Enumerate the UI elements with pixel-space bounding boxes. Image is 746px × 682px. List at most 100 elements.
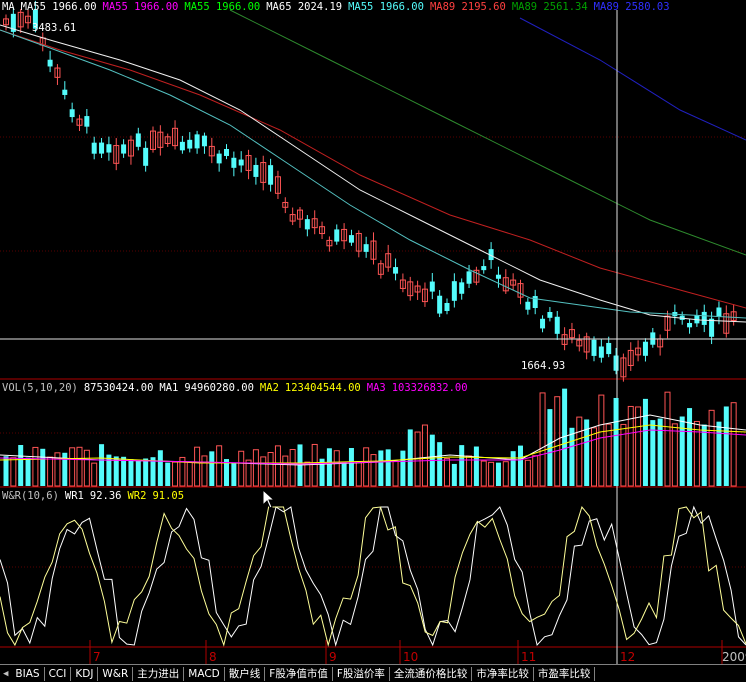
candle-down — [268, 165, 274, 185]
month-label: 12 — [620, 650, 636, 664]
volume-bar-down — [3, 456, 9, 486]
indicator-tab[interactable]: CCI — [45, 667, 72, 681]
tab-scroll-left-icon[interactable]: ◀ — [3, 669, 9, 679]
volume-bar-up — [576, 416, 583, 487]
volume-bar-down — [518, 445, 523, 486]
wr-legend-item: W&R(10,6) — [2, 490, 59, 502]
candle-down — [613, 355, 619, 371]
candle-up — [150, 130, 156, 150]
volume-bar-down — [687, 408, 693, 486]
candle-down — [187, 139, 193, 149]
volume-bar-up — [32, 446, 39, 487]
volume-bar-up — [554, 396, 561, 487]
volume-legend-item: 103326832.00 — [391, 382, 468, 394]
volume-bar-up — [260, 456, 267, 487]
candle-up — [311, 218, 318, 229]
candle-up — [502, 277, 509, 292]
candle-down — [393, 267, 399, 274]
candle-up — [414, 285, 421, 293]
indicator-tab[interactable]: 市净率比较 — [472, 667, 534, 681]
volume-bar-down — [326, 448, 332, 486]
candle-down — [179, 141, 185, 151]
volume-bar-up — [730, 402, 737, 487]
volume-bar-down — [437, 442, 443, 486]
indicator-tab[interactable]: KDJ — [71, 667, 99, 681]
volume-bar-down — [209, 451, 215, 486]
candle-up — [517, 283, 524, 298]
candle-up — [583, 336, 590, 353]
indicator-tab[interactable]: 全流通价格比较 — [390, 667, 473, 681]
candle-up — [76, 118, 83, 126]
candle-up — [297, 209, 303, 220]
candle-up — [289, 214, 296, 222]
candle-up — [723, 313, 730, 334]
volume-legend-item: 123404544.00 — [284, 382, 361, 394]
ma89-red-line — [0, 29, 746, 309]
candle-down — [429, 281, 435, 292]
candle-up — [113, 145, 120, 164]
candle-down — [106, 144, 112, 153]
volume-bar-down — [650, 420, 656, 486]
candle-down — [253, 164, 259, 177]
volume-bar-up — [76, 446, 83, 487]
candle-up — [730, 311, 737, 322]
price-ma-legend: MA MA55 1966.00 MA55 1966.00 MA55 1966.00 MA… — [2, 1, 676, 13]
month-label: 10 — [403, 650, 419, 664]
candle-down — [304, 219, 310, 230]
indicator-tab[interactable]: MACD — [184, 667, 225, 681]
wr-legend-item: 91.05 — [152, 490, 185, 502]
candle-up — [473, 269, 480, 283]
wr-legend-item: WR1 — [64, 490, 84, 502]
candle-down — [598, 346, 604, 358]
candle-down — [135, 133, 141, 147]
price-legend-item: MA89 2580.03 — [593, 1, 670, 13]
candle-down — [47, 59, 53, 67]
indicator-tab[interactable]: 散户线 — [225, 667, 266, 681]
candle-down — [99, 142, 105, 154]
volume-bar-down — [569, 427, 575, 486]
indicator-tab-bar: ◀ BIAS CCI KDJ W&R 主力进出 MACD 散户线 F股净值市值 F股溢价率 全流通… — [0, 664, 746, 682]
volume-bar-down — [150, 457, 156, 486]
month-label: 8 — [209, 650, 217, 664]
volume-bar-up — [532, 455, 539, 487]
price-legend-item: MA65 2024.19 — [266, 1, 343, 13]
candle-up — [561, 334, 568, 345]
candle-down — [437, 295, 443, 314]
candle-down — [591, 339, 597, 356]
wr-legend-item: 92.36 — [89, 490, 122, 502]
volume-bar-up — [333, 450, 340, 487]
vol-ma3-line — [0, 429, 746, 465]
price-legend-item: MA55 1966.00 — [102, 1, 179, 13]
volume-bar-up — [252, 449, 259, 487]
candle-up — [164, 136, 171, 144]
price-legend-item: MA55 1966.00 — [184, 1, 261, 13]
volume-bar-down — [385, 449, 391, 486]
volume-bar-up — [421, 424, 428, 487]
indicator-tab[interactable]: 主力进出 — [133, 667, 185, 681]
indicator-tab[interactable]: 市盈率比较 — [534, 667, 596, 681]
indicator-tab[interactable]: BIAS — [11, 667, 45, 681]
volume-bar-down — [224, 459, 229, 486]
candle-down — [84, 116, 90, 127]
indicator-tab[interactable]: F股净值市值 — [265, 667, 333, 681]
candle-down — [10, 13, 16, 32]
candle-down — [547, 311, 553, 318]
indicator-tab[interactable]: F股溢价率 — [333, 667, 390, 681]
volume-bar-down — [657, 418, 663, 486]
candle-up — [157, 131, 164, 148]
indicator-tab[interactable]: W&R — [98, 667, 134, 681]
vol-ma2-line — [0, 424, 746, 464]
volume-bar-down — [231, 462, 237, 486]
volume-bar-up — [216, 445, 223, 487]
candle-down — [525, 301, 531, 310]
candle-up — [172, 127, 179, 147]
candle-down — [495, 274, 501, 279]
volume-bar-up — [693, 420, 700, 487]
volume-bar-down — [378, 450, 384, 486]
volume-bar-up — [627, 405, 634, 487]
high-price-label: 3483.61 — [32, 22, 77, 34]
candle-down — [201, 135, 207, 147]
month-label: 7 — [93, 650, 101, 664]
